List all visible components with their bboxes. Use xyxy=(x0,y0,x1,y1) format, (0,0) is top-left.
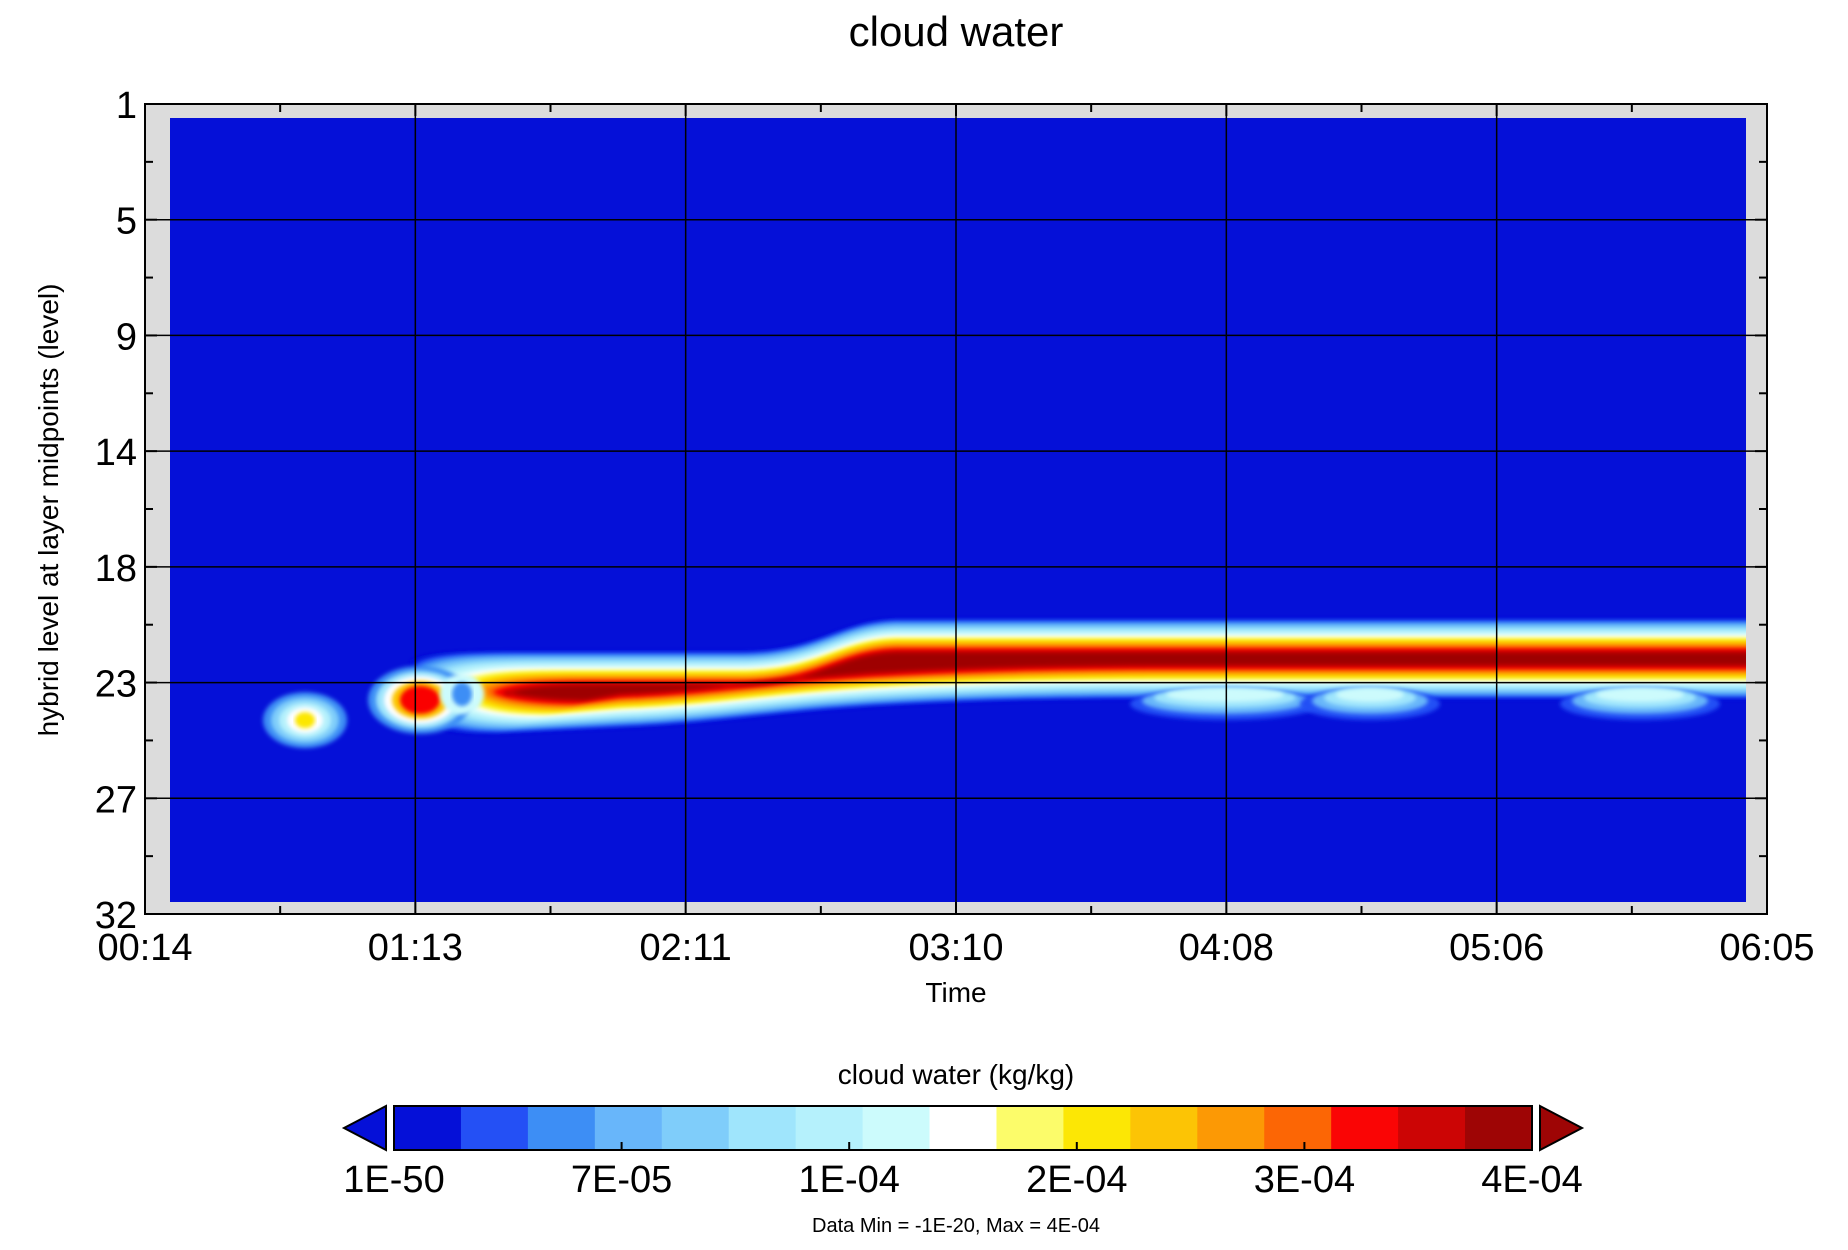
colorbar-swatch xyxy=(930,1106,997,1150)
x-tick-label: 01:13 xyxy=(368,927,463,969)
colorbar-tick-label: 7E-05 xyxy=(571,1159,672,1201)
y-tick-labels: 1 5 9 14 18 23 27 32 xyxy=(95,85,137,937)
colorbar-swatch xyxy=(996,1106,1063,1150)
colorbar-tick-label: 2E-04 xyxy=(1026,1159,1127,1201)
x-tick-label: 06:05 xyxy=(1719,927,1814,969)
x-tick-label: 04:08 xyxy=(1179,927,1274,969)
colorbar xyxy=(344,1106,1582,1150)
cloud-blob xyxy=(295,712,315,728)
colorbar-swatch xyxy=(729,1106,796,1150)
colorbar-swatch xyxy=(528,1106,595,1150)
x-tick-label: 02:11 xyxy=(640,927,732,969)
data-range-annotation: Data Min = -1E-20, Max = 4E-04 xyxy=(812,1215,1100,1237)
colorbar-over-arrow xyxy=(1540,1106,1582,1150)
x-axis-label: Time xyxy=(925,977,986,1008)
y-tick-label: 23 xyxy=(95,664,137,706)
x-tick-label: 05:06 xyxy=(1449,927,1544,969)
colorbar-tick-label: 1E-50 xyxy=(343,1159,444,1201)
plot-area xyxy=(170,118,1746,902)
cloud-lobe xyxy=(1336,688,1404,702)
y-tick-label: 1 xyxy=(116,85,137,127)
chart-title: cloud water xyxy=(849,8,1064,55)
y-tick-label: 32 xyxy=(95,895,137,937)
colorbar-tick-label: 3E-04 xyxy=(1254,1159,1355,1201)
cloud-lobe xyxy=(1596,688,1684,702)
colorbar-under-arrow xyxy=(344,1106,386,1150)
colorbar-swatch xyxy=(1398,1106,1465,1150)
colorbar-swatch xyxy=(1130,1106,1197,1150)
cloud-hook xyxy=(400,686,440,714)
cloud-hook-gap xyxy=(452,682,472,706)
y-tick-label: 5 xyxy=(116,201,137,243)
colorbar-swatch xyxy=(1063,1106,1130,1150)
colorbar-title: cloud water (kg/kg) xyxy=(838,1059,1075,1090)
colorbar-tick-label: 4E-04 xyxy=(1481,1159,1582,1201)
cloud-lobe xyxy=(1166,688,1284,702)
y-tick-label: 27 xyxy=(95,779,137,821)
colorbar-swatch xyxy=(1465,1106,1532,1150)
y-tick-label: 14 xyxy=(95,432,137,474)
colorbar-swatch xyxy=(1197,1106,1264,1150)
colorbar-swatch xyxy=(1331,1106,1398,1150)
colorbar-swatch xyxy=(863,1106,930,1150)
colorbar-swatch xyxy=(662,1106,729,1150)
colorbar-tick-label: 1E-04 xyxy=(798,1159,899,1201)
colorbar-swatch xyxy=(394,1106,461,1150)
colorbar-tick-labels: 1E-50 7E-05 1E-04 2E-04 3E-04 4E-04 xyxy=(343,1159,1582,1201)
x-tick-label: 03:10 xyxy=(908,927,1003,969)
y-tick-label: 18 xyxy=(95,548,137,590)
y-axis-label: hybrid level at layer midpoints (level) xyxy=(33,284,64,737)
colorbar-swatch xyxy=(796,1106,863,1150)
colorbar-swatch xyxy=(595,1106,662,1150)
y-tick-label: 9 xyxy=(116,316,137,358)
colorbar-swatch xyxy=(461,1106,528,1150)
colorbar-swatch xyxy=(1264,1106,1331,1150)
x-tick-labels: 00:14 01:13 02:11 03:10 04:08 05:06 06:0… xyxy=(97,927,1814,969)
